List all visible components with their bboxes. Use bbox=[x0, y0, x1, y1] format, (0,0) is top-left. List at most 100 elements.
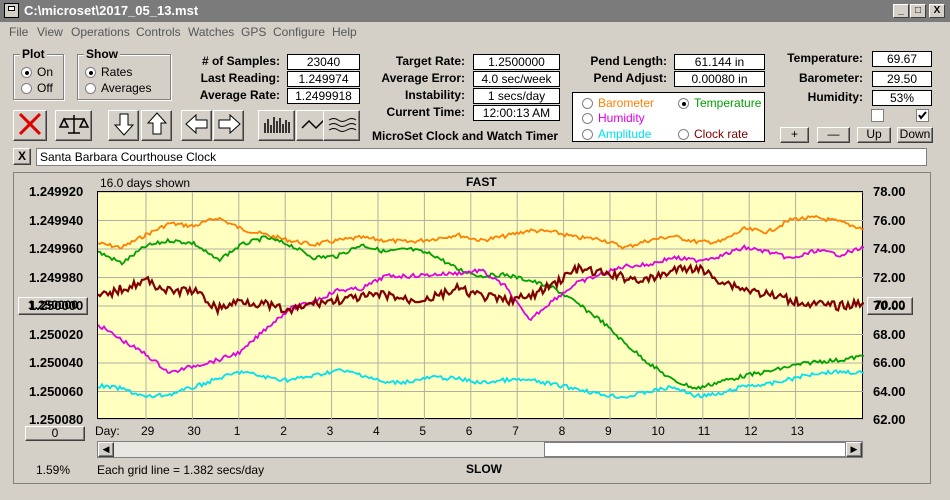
horizontal-scrollbar[interactable]: ◀ ▶ bbox=[97, 441, 863, 458]
menu-operations[interactable]: Operations bbox=[71, 25, 130, 39]
menu-watches[interactable]: Watches bbox=[188, 25, 235, 39]
y-left-tick-label: 1.249980 bbox=[29, 269, 84, 285]
stop-x-icon bbox=[18, 112, 42, 136]
show-averages-radio[interactable]: Averages bbox=[85, 81, 151, 95]
maximize-button[interactable]: □ bbox=[910, 4, 926, 18]
series-temperature-radio[interactable]: Temperature bbox=[678, 96, 761, 110]
down-button[interactable]: Down bbox=[897, 127, 933, 143]
y-right-tick-label: 76.00 bbox=[873, 212, 906, 228]
y-right-tick-label: 72.00 bbox=[873, 269, 906, 285]
balance-button[interactable] bbox=[55, 110, 92, 141]
radio-dot bbox=[21, 66, 32, 78]
y-left-tick-label: 1.249960 bbox=[29, 241, 84, 256]
checkbox-right[interactable] bbox=[916, 109, 929, 122]
radio-dot bbox=[678, 128, 689, 140]
menu-configure[interactable]: Configure bbox=[273, 25, 326, 39]
pend-adjust-field[interactable]: 0.00080 in bbox=[674, 71, 765, 87]
scroll-right-button[interactable]: ▶ bbox=[846, 442, 862, 457]
menu-bar: File View Operations Controls Watches GP… bbox=[0, 22, 950, 42]
menu-controls[interactable]: Controls bbox=[136, 25, 181, 39]
app-icon bbox=[4, 3, 19, 18]
chart-frame bbox=[13, 172, 931, 484]
up-button[interactable]: Up bbox=[857, 127, 891, 143]
right-arrow-button[interactable] bbox=[213, 110, 244, 141]
x-tick-label: 12 bbox=[744, 424, 758, 438]
show-rates-radio[interactable]: Rates bbox=[85, 65, 132, 79]
minus-button[interactable]: — bbox=[817, 127, 850, 143]
stop-button[interactable] bbox=[13, 110, 47, 141]
zero-button[interactable]: 0 bbox=[25, 426, 85, 441]
y-left-tick-label: 1.250040 bbox=[29, 355, 84, 370]
y-left-tick-label: 1.249940 bbox=[29, 212, 84, 228]
down-arrow-button[interactable] bbox=[108, 110, 139, 141]
clock-name-field[interactable]: Santa Barbara Courthouse Clock bbox=[36, 148, 927, 166]
x-tick-label: 7 bbox=[512, 424, 519, 438]
grid-note: Each grid line = 1.382 secs/day bbox=[97, 463, 265, 477]
average-rate-field: 1.2499918 bbox=[287, 88, 360, 104]
arrow-right-icon bbox=[218, 113, 241, 135]
scroll-thumb[interactable] bbox=[544, 442, 846, 457]
humidity-field: 53% bbox=[872, 90, 932, 106]
menu-gps[interactable]: GPS bbox=[241, 25, 267, 39]
up-arrow-button[interactable] bbox=[141, 110, 172, 141]
arrow-left-icon bbox=[184, 113, 207, 135]
fast-label: FAST bbox=[466, 175, 497, 189]
checkbox-left[interactable] bbox=[871, 109, 884, 122]
x-tick-label: 9 bbox=[605, 424, 612, 438]
x-tick-label: 29 bbox=[141, 424, 155, 438]
series-humidity-radio[interactable]: Humidity bbox=[582, 111, 645, 125]
plot-area bbox=[97, 191, 865, 421]
clock-close-button[interactable]: X bbox=[13, 148, 31, 165]
y-left-tick-label: 1.249920 bbox=[29, 184, 84, 199]
y-right-tick-label: 64.00 bbox=[873, 383, 906, 399]
y-left-tick-label: 1.250060 bbox=[29, 383, 84, 399]
pend-length-field[interactable]: 61.144 in bbox=[674, 54, 765, 70]
radio-dot bbox=[21, 82, 32, 94]
series-clockrate-radio[interactable]: Clock rate bbox=[678, 127, 748, 141]
y-left-tick-label: 1.250000 bbox=[29, 298, 84, 313]
show-averages-label: Averages bbox=[101, 81, 152, 95]
x-tick-label: 11 bbox=[697, 424, 711, 438]
y-left-tick-label: 1.250020 bbox=[29, 326, 84, 342]
menu-view[interactable]: View bbox=[37, 25, 63, 39]
y-right-tick-label: 62.00 bbox=[873, 412, 906, 427]
y-right-tick-label: 70.00 bbox=[873, 298, 906, 313]
menu-file[interactable]: File bbox=[9, 25, 29, 39]
series-barometer-label: Barometer bbox=[598, 96, 655, 110]
series-line-humidity bbox=[97, 244, 865, 374]
x-tick-label: 5 bbox=[419, 424, 427, 438]
series-line-amplitude bbox=[97, 368, 865, 399]
minimize-button[interactable]: _ bbox=[893, 4, 909, 18]
show-rates-label: Rates bbox=[101, 65, 133, 79]
y-right-tick-label: 78.00 bbox=[873, 184, 906, 199]
plus-button[interactable]: + bbox=[780, 127, 809, 143]
current-time-label: Current Time: bbox=[386, 105, 465, 119]
scroll-left-button[interactable]: ◀ bbox=[98, 442, 114, 457]
bars-view-button[interactable] bbox=[258, 110, 295, 141]
wave-view-button[interactable] bbox=[323, 110, 360, 141]
pend-length-label: Pend Length: bbox=[590, 54, 667, 68]
series-humidity-label: Humidity bbox=[598, 111, 645, 125]
last-reading-field: 1.249974 bbox=[287, 71, 360, 87]
left-arrow-button[interactable] bbox=[181, 110, 212, 141]
target-rate-field[interactable]: 1.2500000 bbox=[473, 54, 560, 70]
series-clockrate-label: Clock rate bbox=[694, 127, 749, 141]
instability-field: 1 secs/day bbox=[473, 88, 560, 104]
plot-off-radio[interactable]: Off bbox=[21, 81, 53, 95]
center-rate-button[interactable]: 1.250000 bbox=[18, 297, 88, 315]
app-title: MicroSet Clock and Watch Timer bbox=[372, 129, 559, 143]
plot-on-radio[interactable]: On bbox=[21, 65, 53, 79]
center-temp-button[interactable]: 70.00 bbox=[867, 297, 913, 315]
x-tick-label: 13 bbox=[790, 424, 804, 438]
series-barometer-radio[interactable]: Barometer bbox=[582, 96, 654, 110]
plot-off-label: Off bbox=[37, 81, 53, 95]
series-amplitude-radio[interactable]: Amplitude bbox=[582, 127, 651, 141]
series-selector: Barometer Temperature Humidity Amplitude… bbox=[572, 92, 765, 142]
close-button[interactable]: X bbox=[929, 4, 945, 18]
slow-label: SLOW bbox=[466, 462, 502, 476]
days-shown: 16.0 days shown bbox=[100, 176, 191, 190]
instability-label: Instability: bbox=[404, 88, 465, 102]
current-time-field: 12:00:13 AM bbox=[473, 105, 560, 121]
barometer-label: Barometer: bbox=[798, 71, 863, 85]
menu-help[interactable]: Help bbox=[332, 25, 357, 39]
